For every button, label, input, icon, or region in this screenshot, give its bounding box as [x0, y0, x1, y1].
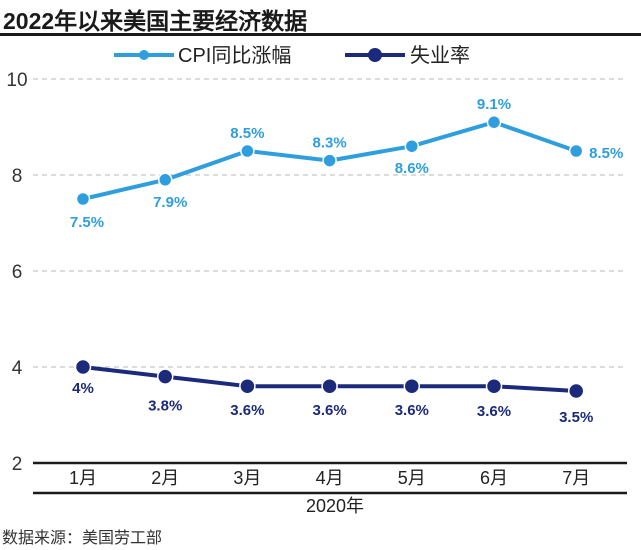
series-unemployment: 4% 3.8% 3.6% 3.6% 3.6% 3.6% 3.5%	[72, 358, 593, 426]
x-tick-label: 4月	[316, 468, 344, 488]
y-tick-label: 2	[12, 454, 23, 475]
data-label: 4%	[72, 380, 94, 397]
legend-item-cpi: CPI同比涨幅	[114, 44, 291, 67]
x-axis-ticks: 1月 2月 3月 4月 5月 6月 7月	[69, 468, 590, 488]
source-note: 数据来源：美国劳工部	[2, 530, 163, 547]
data-label: 9.1%	[477, 96, 511, 113]
data-point	[322, 153, 337, 168]
data-point	[156, 368, 174, 385]
data-point	[404, 138, 420, 154]
y-tick-label: 4	[12, 358, 23, 379]
data-point	[567, 382, 585, 400]
legend-marker-icon	[139, 50, 149, 60]
x-tick-label: 1月	[69, 468, 97, 488]
line-chart: CPI同比涨幅 失业率 2 4 6 8 10 1月 2月 3月 4月 5月 6月 7月 2020年 7…	[6, 44, 627, 516]
data-label: 8.6%	[395, 160, 429, 177]
data-point	[239, 377, 256, 395]
data-label: 8.5%	[589, 145, 623, 162]
series-cpi: 7.5% 7.9% 8.5% 8.3% 8.6% 9.1% 8.5%	[70, 96, 623, 231]
data-point	[75, 191, 91, 207]
data-label: 3.6%	[395, 402, 429, 419]
data-label: 3.6%	[477, 403, 511, 420]
x-tick-label: 3月	[233, 468, 261, 488]
legend-label: 失业率	[410, 44, 470, 67]
data-label: 3.6%	[230, 402, 264, 419]
data-point	[157, 172, 173, 188]
x-axis	[33, 461, 627, 495]
chart-title: 2022年以来美国主要经济数据	[3, 8, 308, 34]
data-point	[485, 377, 503, 395]
x-tick-label: 5月	[398, 468, 426, 488]
series-group: 7.5% 7.9% 8.5% 8.3% 8.6% 9.1% 8.5% 4% 3.8% 3.6% 3.…	[70, 96, 623, 426]
data-point	[568, 143, 584, 159]
data-label: 3.5%	[559, 409, 593, 426]
x-axis-label: 2020年	[306, 496, 364, 516]
data-point	[321, 377, 338, 395]
data-label: 3.6%	[312, 402, 346, 419]
data-label: 8.3%	[312, 135, 346, 152]
y-axis-ticks: 2 4 6 8 10	[6, 70, 27, 475]
y-tick-label: 6	[12, 262, 23, 283]
legend-marker-icon	[368, 48, 382, 62]
x-tick-label: 2月	[151, 468, 179, 488]
title-divider	[0, 33, 641, 36]
data-point	[486, 114, 502, 130]
data-label: 8.5%	[230, 125, 264, 142]
legend: CPI同比涨幅 失业率	[114, 44, 470, 67]
y-tick-label: 10	[6, 70, 27, 91]
data-point	[240, 143, 255, 159]
data-label: 7.5%	[70, 214, 104, 231]
y-tick-label: 8	[12, 166, 23, 187]
legend-label: CPI同比涨幅	[178, 44, 291, 67]
data-label: 7.9%	[153, 194, 187, 211]
data-point	[403, 377, 421, 395]
legend-item-unemployment: 失业率	[345, 44, 470, 67]
x-tick-label: 6月	[480, 468, 508, 488]
data-point	[74, 358, 92, 376]
data-label: 3.8%	[148, 398, 182, 415]
gridlines	[33, 78, 627, 368]
x-tick-label: 7月	[562, 468, 590, 488]
